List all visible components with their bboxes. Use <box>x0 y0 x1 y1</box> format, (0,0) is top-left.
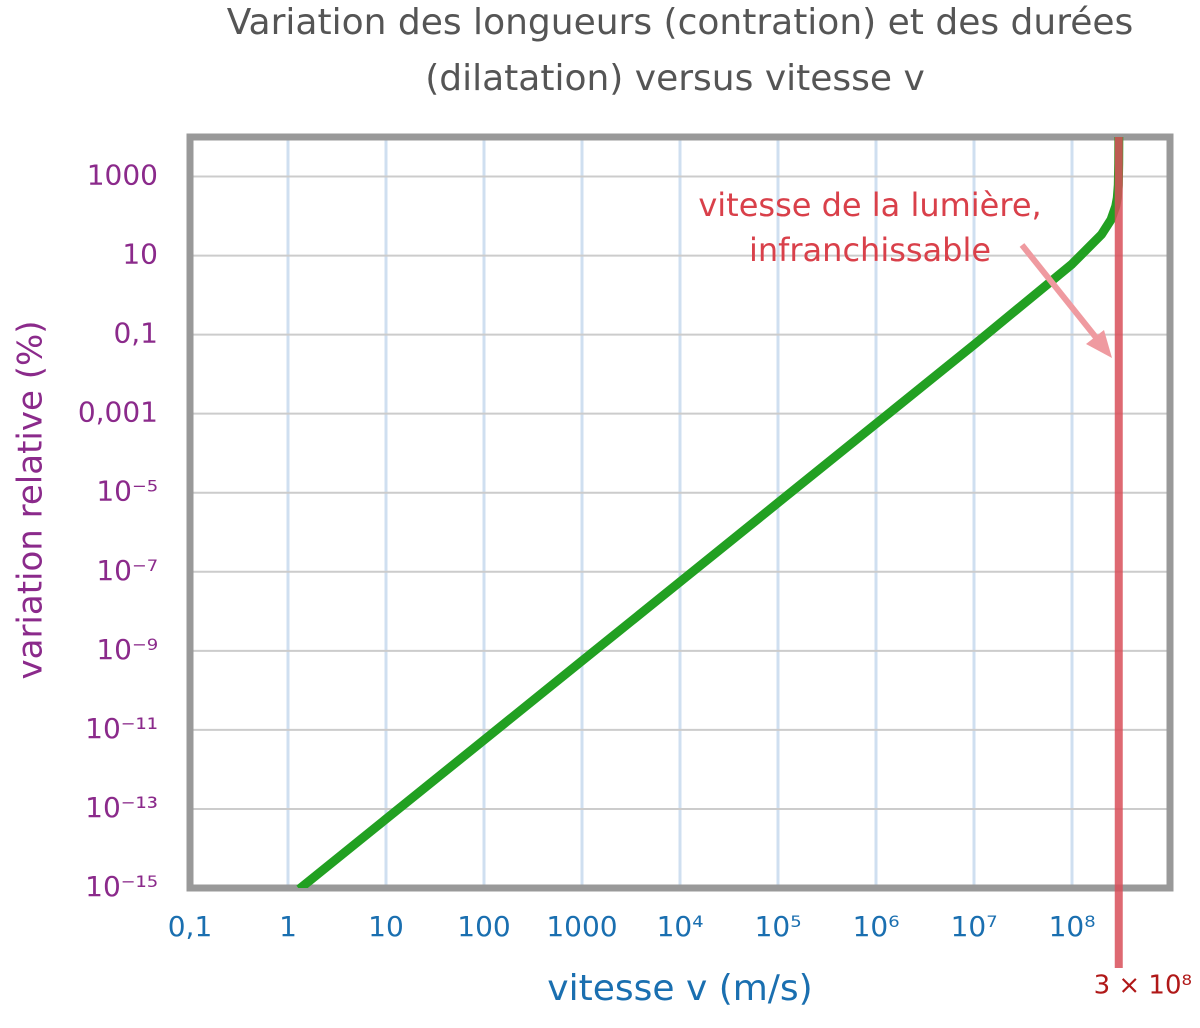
y-tick-label: 10⁻¹⁵ <box>85 870 158 903</box>
y-tick-label: 10 <box>122 238 158 271</box>
x-tick-label: 10⁵ <box>755 910 802 943</box>
x-tick-label: 1000 <box>546 910 617 943</box>
annotation: infranchissable <box>749 231 991 269</box>
y-tick-label: 1000 <box>87 159 158 192</box>
data-line <box>296 137 1124 888</box>
y-tick-label: 10⁻⁷ <box>96 554 158 587</box>
x-tick-label: 10⁷ <box>951 910 998 943</box>
y-tick-label: 10⁻¹¹ <box>85 712 158 745</box>
x-tick-label: 0,1 <box>168 910 213 943</box>
chart-title: (dilatation) versus vitesse v <box>425 58 925 99</box>
y-axis-label: variation relative (%) <box>11 320 51 679</box>
x-tick-label: 10⁶ <box>853 910 900 943</box>
plot-area <box>296 137 1124 888</box>
x-tick-label: 10⁴ <box>657 910 704 943</box>
x-tick-label: 10⁸ <box>1049 910 1096 943</box>
y-tick-label: 10⁻⁵ <box>96 475 158 508</box>
annotation-arrow <box>1019 243 1101 342</box>
x-tick-label: 1 <box>279 910 297 943</box>
limit-label: 3 × 10⁸ <box>1094 971 1192 1001</box>
x-tick-label: 100 <box>457 910 510 943</box>
x-tick-label: 10 <box>368 910 404 943</box>
y-tick-label: 10⁻⁹ <box>96 633 158 666</box>
y-tick-label: 0,1 <box>113 317 158 350</box>
annotation: vitesse de la lumière, <box>698 186 1041 224</box>
y-tick-label: 0,001 <box>78 396 158 429</box>
annotation-arrowhead <box>1086 330 1112 358</box>
plot-frame <box>186 133 1174 892</box>
chart-title: Variation des longueurs (contration) et … <box>227 2 1134 43</box>
y-tick-label: 10⁻¹³ <box>85 791 158 824</box>
x-axis-label: vitesse v (m/s) <box>547 968 812 1009</box>
